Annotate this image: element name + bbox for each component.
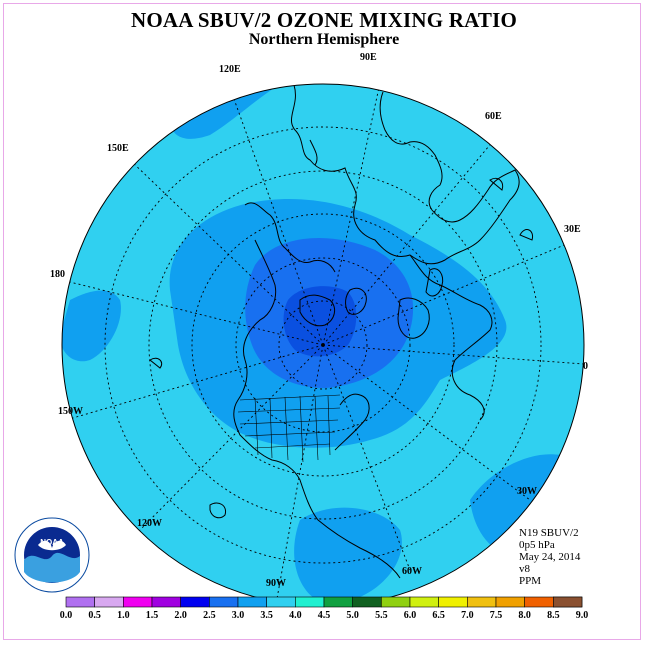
colorbar-tick-label: 8.0	[518, 610, 531, 621]
figure-frame	[3, 3, 641, 640]
lon-label-30e: 30E	[564, 224, 581, 235]
colorbar-swatch	[94, 596, 124, 608]
graticule	[62, 84, 584, 605]
lon-label-90e: 90E	[360, 52, 377, 63]
colorbar-swatch	[524, 596, 554, 608]
colorbar-swatch	[409, 596, 439, 608]
colorbar-swatch	[553, 596, 583, 608]
us-states-grid	[237, 394, 341, 463]
colorbar	[65, 596, 583, 608]
chart-subtitle: Northern Hemisphere	[248, 31, 400, 48]
colorbar-tick-label: 2.5	[203, 610, 216, 621]
version-text: v8	[519, 563, 530, 575]
lon-label-180: 180	[50, 269, 65, 280]
colorbar-swatch	[151, 596, 181, 608]
lon-label-30w: 30W	[517, 486, 537, 497]
chart-title: NOAA SBUV/2 OZONE MIXING RATIO	[131, 8, 517, 32]
colorbar-swatch	[237, 596, 267, 608]
colorbar-swatch	[65, 596, 95, 608]
colorbar-tick-label: 4.5	[317, 610, 331, 621]
colorbar-swatch	[180, 596, 210, 608]
units-text: PPM	[519, 575, 542, 587]
region-3-0c	[62, 290, 121, 362]
noaa-logo	[14, 517, 90, 593]
colorbar-tick-label: 5.5	[375, 610, 388, 621]
colorbar-tick-label: 0.5	[88, 610, 101, 621]
lon-label-120e: 120E	[219, 64, 241, 75]
colorbar-swatch	[209, 596, 239, 608]
colorbar-swatch	[381, 596, 411, 608]
colorbar-tick-label: 1.5	[145, 610, 159, 621]
region-3-0d	[294, 507, 402, 605]
colorbar-tick-label: 1.0	[117, 610, 130, 621]
region-2-0	[283, 286, 357, 357]
lon-label-120w: 120W	[137, 518, 162, 529]
colorbar-swatch	[352, 596, 382, 608]
colorbar-tick-label: 7.5	[489, 610, 503, 621]
coastlines	[149, 84, 534, 579]
colorbar-tick-label: 5.0	[346, 610, 359, 621]
instrument-text: N19 SBUV/2	[519, 527, 579, 539]
lon-label-90w: 90W	[266, 578, 286, 589]
lon-label-150e: 150E	[107, 143, 129, 154]
pressure-text: 0p5 hPa	[519, 539, 555, 551]
date-text: May 24, 2014	[519, 551, 581, 563]
colorbar-swatch	[495, 596, 525, 608]
lon-label-0: 0	[583, 361, 588, 372]
colorbar-tick-label: 7.0	[461, 610, 474, 621]
colorbar-tick-label: 0.0	[59, 610, 73, 621]
colorbar-swatch	[266, 596, 296, 608]
colorbar-tick-label: 8.5	[547, 610, 560, 621]
colorbar-swatch	[467, 596, 497, 608]
noaa-logo-text: NOAA	[40, 538, 64, 547]
lon-label-60e: 60E	[485, 111, 502, 122]
colorbar-tick-label: 4.0	[289, 610, 302, 621]
colorbar-swatch	[123, 596, 153, 608]
colorbar-tick-label: 9.0	[575, 610, 589, 621]
colorbar-tick-label: 3.0	[231, 610, 245, 621]
region-3-0b	[170, 84, 290, 139]
colorbar-tick-label: 2.0	[174, 610, 187, 621]
colorbar-tick-label: 3.5	[260, 610, 273, 621]
colorbar-swatch	[295, 596, 325, 608]
lon-label-150w: 150W	[58, 406, 83, 417]
colorbar-tick-label: 6.0	[403, 610, 417, 621]
colorbar-swatch	[438, 596, 468, 608]
product-info: N19 SBUV/2 0p5 hPa May 24, 2014 v8 PPM	[519, 527, 580, 587]
lon-label-60w: 60W	[402, 566, 422, 577]
colorbar-swatch	[323, 596, 353, 608]
colorbar-tick-label: 6.5	[432, 610, 445, 621]
